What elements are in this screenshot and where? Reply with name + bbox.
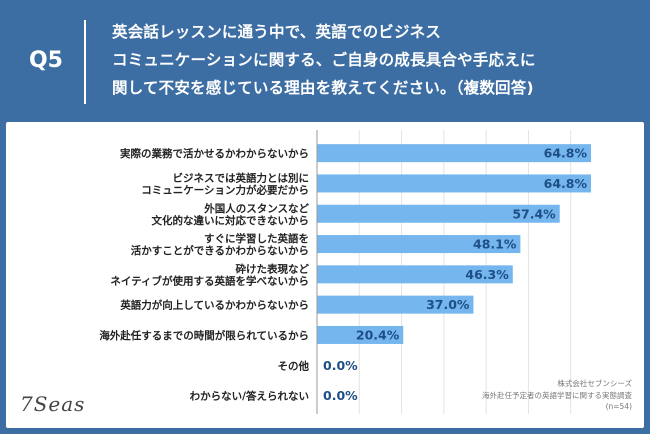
category-label: 英語力が向上しているかわからないから [119,299,309,312]
bar [317,204,560,223]
question-divider [84,20,86,104]
source-company: 株式会社セブンシーズ [557,379,632,388]
header: Q5 英会話レッスンに通う中で、英語でのビジネス コミュニケーションに関する、ご… [0,0,650,120]
value-label: 48.1% [473,237,517,252]
value-label: 64.8% [544,176,588,191]
chart-panel: 実際の業務で活かせるかわからないから 64.8% ビジネスでは英語力とは別にコミュニ… [6,122,644,428]
question-line-1: 英会話レッスンに通う中で、英語でのビジネス [112,23,442,41]
source-sample-size: (n=54) [605,402,632,411]
question-line-3: 関して不安を感じている理由を教えてください。（複数回答) [112,79,534,97]
value-label: 0.0% [323,358,358,373]
bar [317,235,521,254]
question-label: Q5 [28,47,63,73]
value-label: 20.4% [356,327,400,342]
value-label: 37.0% [426,297,470,312]
bar [317,295,474,314]
question-line-2: コミュニケーションに関する、ご自身の成長具合や手応えに [112,51,536,69]
source-note: 株式会社セブンシーズ 海外赴任予定者の英語学習に関する実態調査 (n=54) [482,378,632,413]
value-label: 64.8% [544,146,588,161]
bar [317,265,513,284]
value-label: 46.3% [465,267,509,282]
value-label: 57.4% [512,206,556,221]
source-survey: 海外赴任予定者の英語学習に関する実態調査 [482,390,632,400]
bar-chart: 実際の業務で活かせるかわからないから 64.8% ビジネスでは英語力とは別にコミュニ… [99,130,592,414]
seven-seas-logo: 7Seas [20,392,86,416]
value-label: 0.0% [323,388,358,403]
category-label: 砕けた表現などネイティブが使用する英語を学べないから [110,262,309,287]
category-label: すぐに学習した英語を活かすことができるかわからないから [131,232,309,257]
category-label: わからない/答えられない [190,390,309,403]
bar [317,325,404,344]
category-label: 実際の業務で活かせるかわからないから [120,147,309,160]
category-label: ビジネスでは英語力とは別にコミュニケーション力が必要だから [141,171,309,196]
category-label: 海外赴任するまでの時間が限られているから [99,329,309,342]
category-label: その他 [278,359,310,372]
category-label: 外国人のスタンスなど文化的な違いに対応できないから [151,202,310,227]
question-text: 英会話レッスンに通う中で、英語でのビジネス コミュニケーションに関する、ご自身の… [112,18,642,102]
bar [317,144,592,163]
bar [317,174,592,193]
